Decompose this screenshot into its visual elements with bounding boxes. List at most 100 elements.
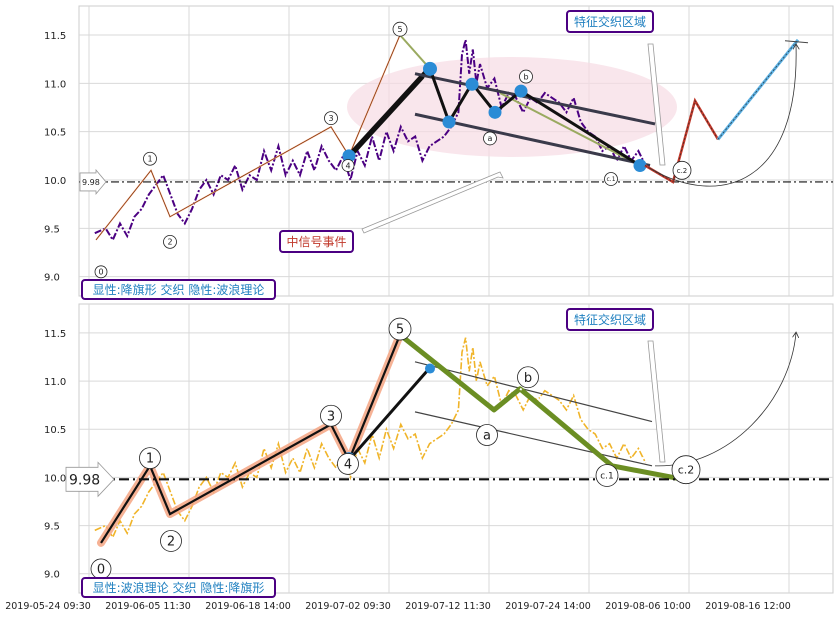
top-title-label-box bbox=[81, 279, 276, 300]
top-wave-label-0-circle bbox=[94, 265, 108, 279]
top-marker bbox=[514, 84, 528, 98]
top-wave-label-a: a bbox=[488, 134, 493, 143]
top-signal-label: 中信号事件 bbox=[286, 234, 346, 249]
top-wave-label-4-circle bbox=[341, 159, 355, 172]
top-marker bbox=[442, 115, 456, 129]
bottom-wave-label-1: 1 bbox=[146, 452, 154, 467]
bottom-wave-label-0: 0 bbox=[97, 562, 105, 577]
top-wave-label-2-circle bbox=[163, 234, 177, 249]
top-wave-label-5-circle bbox=[392, 21, 408, 37]
top-ref-label: 9.98 bbox=[82, 178, 100, 187]
bottom-ref-label: 9.98 bbox=[69, 472, 100, 488]
bottom-plot-area bbox=[78, 303, 834, 594]
top-wave-label-1-circle bbox=[143, 151, 157, 166]
top-wave-label-b: b bbox=[523, 72, 528, 81]
x-tick-label: 2019-08-06 10:00 bbox=[605, 601, 691, 612]
top-flag-pole bbox=[347, 64, 430, 163]
bottom-title-label: 显性:波浪理论 交织 隐性:降旗形 bbox=[93, 580, 265, 595]
x-axis: 2019-05-24 09:30 2019-06-05 11:30 2019-06-… bbox=[5, 601, 791, 612]
bottom-feature-label-box bbox=[566, 308, 654, 331]
top-feature-label-box bbox=[566, 10, 654, 33]
top-wave-label-4: 4 bbox=[345, 161, 350, 170]
top-marker bbox=[423, 61, 437, 76]
bottom-wave-label-3: 3 bbox=[327, 409, 335, 424]
top-wave-label-0: 0 bbox=[98, 268, 103, 277]
x-tick-label: 2019-07-24 14:00 bbox=[505, 601, 591, 612]
top-interleave-ellipse bbox=[347, 57, 677, 157]
top-signal-pointer bbox=[361, 171, 504, 234]
top-feature-label: 特征交织区域 bbox=[574, 14, 646, 29]
bottom-feature-label: 特征交织区域 bbox=[574, 312, 646, 327]
bottom-flag-lower bbox=[414, 411, 653, 467]
bottom-wave-label-2-circle bbox=[160, 530, 182, 552]
top-feature-pointer bbox=[647, 43, 666, 166]
top-wave-label-3: 3 bbox=[328, 114, 333, 123]
bottom-wave-label-5: 5 bbox=[396, 323, 404, 338]
top-y-tick-label: 9.0 bbox=[44, 273, 60, 284]
top-projection-tick bbox=[784, 40, 809, 44]
x-tick-label: 2019-07-12 11:30 bbox=[405, 601, 491, 612]
bottom-y-tick-label: 11.5 bbox=[44, 329, 66, 340]
top-marker bbox=[633, 159, 647, 172]
top-wave-label-2: 2 bbox=[167, 238, 172, 247]
bottom-ref-arrow bbox=[65, 461, 115, 498]
top-y-tick-label: 9.5 bbox=[44, 224, 60, 235]
bottom-marker-peak bbox=[425, 363, 435, 374]
top-wave-label-c2: c.2 bbox=[677, 167, 688, 175]
top-wave-label-1: 1 bbox=[147, 155, 152, 164]
bottom-wave-label-1-circle bbox=[139, 447, 161, 470]
top-projection-blue-dash bbox=[717, 39, 799, 140]
bottom-wave-label-5-circle bbox=[388, 317, 412, 341]
top-olive-segment-2 bbox=[499, 92, 641, 167]
top-wave-label-a-circle bbox=[483, 131, 497, 146]
bottom-wave-label-a: a bbox=[483, 429, 491, 444]
top-y-tick-label: 11.0 bbox=[44, 79, 66, 90]
bottom-wave-label-c1-circle bbox=[595, 464, 619, 487]
bottom-y-tick-label: 10.0 bbox=[44, 473, 66, 484]
bottom-wave-label-c2: c.2 bbox=[678, 464, 695, 477]
top-y-tick-label: 11.5 bbox=[44, 31, 66, 42]
top-wave-line-inner bbox=[95, 34, 401, 241]
bottom-wave-label-b-circle bbox=[517, 366, 539, 389]
top-wave-label-c1-circle bbox=[604, 172, 618, 186]
top-wave-label-5: 5 bbox=[397, 25, 402, 34]
bottom-feature-pointer bbox=[647, 340, 666, 463]
x-tick-label: 2019-06-05 11:30 bbox=[105, 601, 191, 612]
top-y-tick-label: 10.0 bbox=[44, 176, 66, 187]
x-tick-label: 2019-06-18 14:00 bbox=[205, 601, 291, 612]
top-projection-red-dash bbox=[644, 99, 719, 183]
bottom-wave-label-4-circle bbox=[337, 453, 359, 475]
bottom-y-tick-label: 9.0 bbox=[44, 570, 60, 581]
top-curved-arrow bbox=[649, 45, 796, 187]
bottom-title-label-box bbox=[81, 577, 276, 598]
bottom-flag-pole bbox=[347, 366, 432, 462]
top-signal-label-box bbox=[279, 230, 354, 253]
bottom-wave-label-4: 4 bbox=[344, 457, 352, 472]
bottom-panel: 9.0 9.5 10.0 10.5 11.0 11.5 9.98 特征交织区域 0 1 2 3 4 5 a b… bbox=[44, 303, 834, 598]
top-marker bbox=[465, 77, 479, 91]
bottom-wave-label-2: 2 bbox=[167, 535, 175, 550]
bottom-wave-label-b: b bbox=[524, 371, 532, 386]
top-olive-segment bbox=[399, 34, 431, 70]
top-wave-label-c1: c.1 bbox=[606, 176, 615, 183]
x-tick-label: 2019-08-16 12:00 bbox=[705, 601, 791, 612]
top-marker bbox=[342, 149, 356, 163]
bottom-flag-upper bbox=[414, 361, 653, 423]
top-wave-label-b-circle bbox=[519, 69, 533, 84]
x-tick-label: 2019-05-24 09:30 bbox=[5, 601, 91, 612]
top-wave-label-3-circle bbox=[324, 111, 338, 126]
top-wave-label-c2-circle bbox=[672, 160, 692, 180]
top-ref-arrow bbox=[79, 168, 107, 196]
bottom-wave-label-3-circle bbox=[320, 404, 342, 427]
top-price-series bbox=[94, 39, 647, 243]
top-marker bbox=[488, 105, 502, 119]
bottom-wave-label-c1: c.1 bbox=[600, 472, 614, 482]
x-tick-label: 2019-07-02 09:30 bbox=[305, 601, 391, 612]
top-zigzag bbox=[428, 68, 641, 167]
bottom-wave-label-a-circle bbox=[476, 424, 498, 446]
bottom-y-tick-label: 11.0 bbox=[44, 377, 66, 388]
top-title-label: 显性:降旗形 交织 隐性:波浪理论 bbox=[93, 282, 265, 297]
